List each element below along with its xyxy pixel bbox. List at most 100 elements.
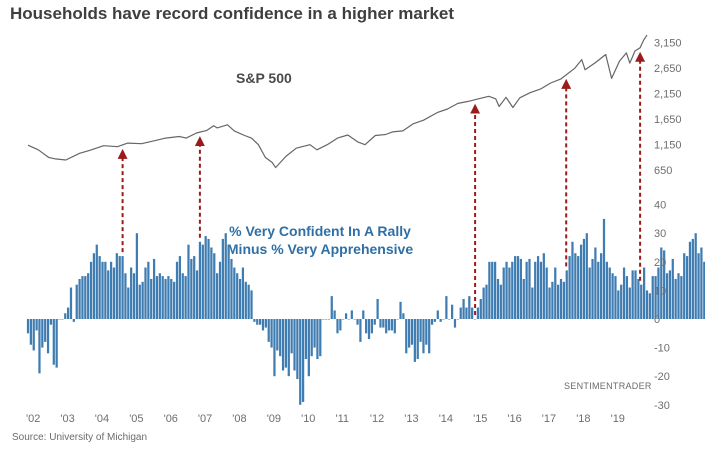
x-tick: '13 — [404, 413, 418, 425]
sentiment-bar — [44, 319, 47, 342]
sentiment-bar — [299, 319, 302, 405]
sentiment-bar — [473, 319, 477, 320]
sentiment-bar — [648, 293, 651, 319]
sentiment-bar — [115, 253, 118, 319]
sentiment-bar — [213, 253, 216, 319]
sentiment-bar — [218, 261, 222, 319]
sentiment-bar — [135, 233, 139, 319]
sentiment-bar — [396, 319, 399, 320]
sentiment-bar — [270, 319, 273, 348]
sentiment-bar — [293, 319, 296, 371]
sentiment-bar — [144, 267, 147, 319]
sentiment-bars — [26, 218, 705, 405]
x-tick: '05 — [129, 413, 143, 425]
sentiment-bar — [55, 319, 58, 368]
sentiment-bar — [531, 287, 534, 319]
sentiment-bar — [104, 261, 107, 319]
sentiment-bar — [579, 244, 583, 319]
sentiment-bar — [608, 267, 611, 319]
sentiment-bar — [241, 267, 245, 319]
sentiment-bar — [307, 319, 310, 377]
sentiment-bar — [640, 284, 643, 319]
sentiment-bar — [471, 307, 474, 319]
sentiment-bar — [89, 261, 93, 319]
sentiment-bar — [230, 258, 233, 319]
sentiment-bar — [683, 253, 686, 319]
sentiment-ytick: 0 — [654, 314, 660, 326]
sentiment-bar — [109, 261, 113, 319]
x-tick: '12 — [370, 413, 384, 425]
sentiment-bar — [276, 319, 279, 351]
sentiment-bar — [428, 319, 431, 354]
sentiment-bar — [459, 307, 462, 319]
sentiment-bar — [534, 261, 537, 319]
sentiment-bar — [542, 253, 545, 319]
sentiment-bar — [545, 267, 548, 319]
sentiment-bar — [605, 261, 608, 319]
sentiment-bar — [677, 273, 680, 319]
sentiment-ytick: -20 — [654, 371, 670, 383]
sentiment-bar — [611, 273, 614, 319]
sentiment-bar — [350, 310, 353, 319]
sentiment-bar — [688, 241, 692, 319]
sentiment-bar — [35, 319, 38, 331]
sentiment-bar — [425, 319, 428, 345]
sentiment-bar — [582, 238, 586, 319]
sentiment-bar — [336, 319, 339, 334]
sentiment-bar — [685, 256, 689, 319]
sentiment-bar — [522, 278, 525, 319]
sentiment-bar — [279, 319, 282, 357]
x-tick: '06 — [164, 413, 178, 425]
sentiment-bar — [342, 319, 345, 320]
sentiment-bar — [476, 307, 480, 319]
sentiment-bar — [637, 278, 640, 319]
chart-title: Households have record confidence in a h… — [10, 4, 455, 23]
sentiment-bar — [642, 267, 646, 319]
sentiment-bar — [367, 319, 371, 340]
sentiment-bar — [651, 276, 654, 319]
sentiment-bar — [657, 267, 660, 319]
x-tick: '07 — [198, 413, 212, 425]
sentiment-bar — [525, 261, 528, 319]
sentiment-bar — [138, 284, 141, 319]
sentiment-bar — [539, 261, 543, 319]
x-tick: '15 — [473, 413, 487, 425]
sentiment-bar — [81, 276, 84, 319]
sentiment-bar — [373, 319, 376, 325]
sentiment-bar — [58, 319, 61, 320]
sentiment-label-text: % Very Confident In A Rally Minus % Very… — [226, 223, 414, 257]
sentiment-bar — [173, 281, 176, 319]
sp500-ytick: 1,650 — [654, 114, 682, 126]
sentiment-bar — [46, 319, 50, 354]
sentiment-bar — [465, 307, 468, 319]
x-tick: '11 — [336, 413, 350, 425]
x-tick: '18 — [576, 413, 590, 425]
sentiment-bar — [625, 276, 629, 319]
sentiment-bar — [634, 270, 637, 319]
sentiment-bar — [118, 256, 121, 319]
sentiment-bar — [399, 301, 402, 319]
sentiment-bar — [310, 319, 313, 357]
sentiment-bar — [296, 319, 299, 380]
sentiment-bar — [393, 319, 396, 334]
sentiment-ytick: -30 — [654, 400, 670, 412]
sentiment-bar — [559, 278, 563, 319]
sentiment-bar — [330, 296, 333, 319]
sentiment-bar — [588, 267, 591, 319]
sentiment-bar — [69, 287, 73, 319]
sentiment-bar — [67, 307, 70, 319]
sentiment-bar — [224, 233, 227, 319]
sentiment-bar — [238, 278, 242, 319]
sentiment-bar — [198, 241, 202, 319]
sentiment-bar — [170, 278, 173, 319]
sentiment-bar — [132, 273, 136, 319]
sentiment-bar — [210, 247, 213, 319]
sentiment-bar — [264, 319, 267, 328]
sentiment-bar — [387, 319, 391, 331]
sentiment-bar — [259, 319, 262, 325]
sentiment-bar — [668, 270, 672, 319]
sentiment-bar — [574, 253, 577, 319]
sentiment-bar — [87, 273, 90, 319]
sentiment-bar — [112, 267, 116, 319]
